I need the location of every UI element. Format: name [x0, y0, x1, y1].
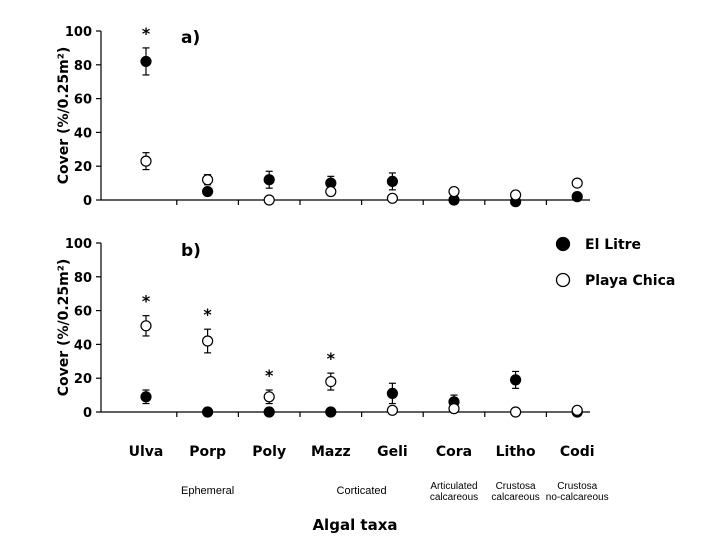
panel-a-y-tick-label: 100 — [65, 25, 92, 40]
legend-marker-el-litre — [555, 236, 571, 252]
panel-a-significance-star: * — [142, 24, 151, 43]
panel-b-y-tick-label: 100 — [65, 237, 92, 252]
group-label-line: calcareous — [491, 492, 539, 503]
panel-a-y-tick-label: 60 — [74, 93, 92, 108]
group-label-line: Articulated — [430, 481, 477, 492]
panel-a-playa-chica-point — [448, 185, 460, 198]
panel-b-y-tick-label: 40 — [74, 338, 92, 353]
group-label-line: Crustosa — [557, 481, 597, 492]
panel-a-y-tick-label: 40 — [74, 126, 92, 141]
panel-b-el-litre-point — [140, 391, 152, 403]
panel-b-y-tick-label: 80 — [74, 271, 92, 286]
panel-a-playa-chica-point — [509, 189, 522, 201]
panel-b-playa-chica-point — [140, 320, 152, 332]
panel-a-playa-chica-point — [202, 174, 214, 186]
panel-a-y-tick-label: 0 — [83, 194, 92, 209]
panel-b-playa-chica-point — [202, 335, 214, 347]
panel-a-el-litre-point — [202, 185, 214, 198]
group-label-line: no-calcareous — [546, 492, 609, 503]
category-label-cora: Cora — [436, 444, 472, 460]
panel-a-playa-chica-point — [386, 192, 398, 204]
group-label-line: calcareous — [430, 492, 478, 503]
panel-b-y-tick-label: 20 — [74, 372, 92, 387]
group-label-articulated-calcareous: Articulated calcareous — [430, 481, 478, 503]
group-label-corticated: Corticated — [337, 485, 387, 497]
panel-b-y-tick-label: 0 — [83, 406, 92, 421]
panel-a-el-litre-point — [263, 174, 275, 186]
panel-b-playa-chica-point — [386, 404, 398, 416]
category-label-porp: Porp — [189, 444, 226, 460]
panel-a-playa-chica-point — [325, 185, 337, 198]
panel-b-playa-chica-point — [448, 403, 460, 415]
panel-a-y-tick-label: 20 — [74, 160, 92, 175]
panel-b-significance-star: * — [265, 366, 274, 385]
panel-b-significance-star: * — [142, 292, 151, 311]
category-label-poly: Poly — [252, 444, 286, 460]
group-label-ephemeral: Ephemeral — [181, 485, 234, 497]
x-axis-title: Algal taxa — [312, 516, 397, 534]
panel-b-label: b) — [181, 241, 201, 261]
panel-b-significance-star: * — [203, 305, 212, 324]
group-label-crustosa-calcareous: Crustosa calcareous — [491, 481, 539, 503]
group-label-crustosa-no-calcareous: Crustosa no-calcareous — [546, 481, 609, 503]
panel-b-el-litre-point — [509, 374, 522, 386]
category-label-codi: Codi — [560, 444, 595, 460]
panel-a-el-litre-point — [571, 191, 583, 203]
legend-label-el-litre: El Litre — [585, 237, 641, 253]
panel-b-playa-chica-point — [325, 375, 337, 388]
panel-a-el-litre-point — [140, 55, 152, 68]
panel-b-significance-star: * — [327, 349, 336, 368]
panel-b-playa-chica-point — [509, 406, 522, 418]
panel-b-el-litre-point — [263, 406, 275, 418]
panel-a-playa-chica-point — [571, 177, 583, 189]
panel-b-playa-chica-point — [571, 404, 583, 416]
panel-a-playa-chica-point — [140, 155, 152, 167]
legend-marker-playa-chica — [555, 272, 571, 288]
panel-a-y-axis-label: Cover (%/0.25m²) — [56, 47, 72, 185]
panel-b-y-axis-label: Cover (%/0.25m²) — [56, 259, 72, 397]
panel-a-el-litre-point — [386, 175, 398, 188]
category-label-mazz: Mazz — [311, 444, 351, 460]
panel-b-el-litre-point — [202, 406, 214, 418]
panel-b-el-litre-point — [325, 406, 337, 418]
category-label-geli: Geli — [377, 444, 408, 460]
legend-label-playa-chica: Playa Chica — [585, 273, 675, 289]
panel-b-el-litre-point — [386, 387, 398, 400]
panel-b-y-tick-label: 60 — [74, 305, 92, 320]
panel-b-playa-chica-point — [263, 391, 275, 403]
group-label-line: Crustosa — [496, 481, 536, 492]
category-label-ulva: Ulva — [129, 444, 164, 460]
panel-a-playa-chica-point — [263, 194, 275, 206]
panel-a-label: a) — [181, 28, 200, 48]
category-label-litho: Litho — [496, 444, 536, 460]
panel-a-y-tick-label: 80 — [74, 59, 92, 74]
